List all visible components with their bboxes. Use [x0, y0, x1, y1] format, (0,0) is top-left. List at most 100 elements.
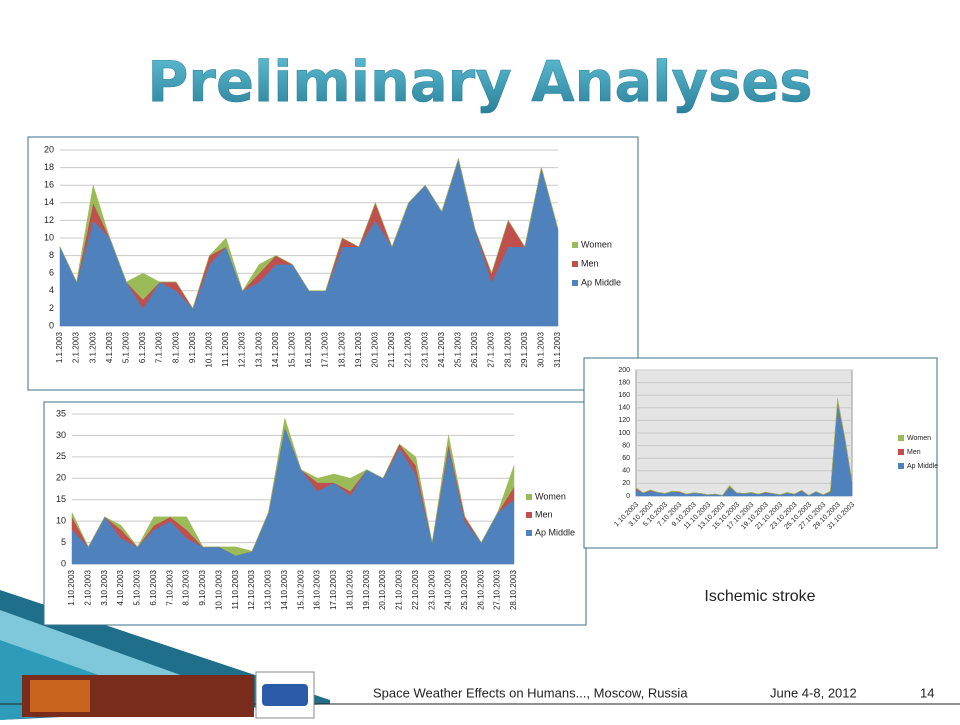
y-tick-label: 120 — [618, 417, 630, 424]
legend-swatch — [572, 280, 578, 286]
x-tick-label: 31.1.2003 — [553, 331, 562, 367]
x-tick-label: 22.10.2003 — [411, 569, 420, 610]
x-tick-label: 10.1.2003 — [205, 331, 214, 367]
legend-swatch — [898, 435, 904, 441]
x-tick-label: 11.1.2003 — [221, 331, 230, 367]
legend-label: Men — [535, 509, 553, 519]
x-tick-label: 2.10.2003 — [83, 569, 92, 605]
y-tick-label: 20 — [56, 473, 66, 483]
x-tick-label: 4.1.2003 — [105, 331, 114, 363]
y-tick-label: 12 — [44, 215, 54, 225]
page-number: 14 — [920, 685, 934, 700]
x-tick-label: 22.1.2003 — [404, 331, 413, 367]
x-tick-label: 11.10.2003 — [231, 569, 240, 609]
y-tick-label: 40 — [622, 468, 630, 475]
x-tick-label: 2.1.2003 — [72, 331, 81, 363]
x-tick-label: 4.10.2003 — [116, 569, 125, 605]
x-tick-label: 5.10.2003 — [133, 569, 142, 605]
x-tick-label: 30.1.2003 — [537, 331, 546, 367]
x-tick-label: 23.10.2003 — [427, 569, 436, 610]
y-tick-label: 0 — [626, 493, 630, 500]
x-tick-label: 19.10.2003 — [362, 569, 371, 610]
legend-swatch — [572, 261, 578, 267]
y-tick-label: 6 — [49, 268, 54, 278]
y-tick-label: 25 — [56, 451, 66, 461]
x-tick-label: 3.1.2003 — [88, 331, 97, 363]
x-tick-label: 13.10.2003 — [264, 569, 273, 610]
x-tick-label: 12.10.2003 — [247, 569, 256, 610]
y-tick-label: 15 — [56, 494, 66, 504]
legend-swatch — [526, 494, 532, 500]
x-tick-label: 7.10.2003 — [165, 569, 174, 605]
legend-label: Ap Middle — [907, 463, 938, 470]
x-tick-label: 28.1.2003 — [503, 331, 512, 367]
x-tick-label: 26.10.2003 — [476, 569, 485, 610]
legend-label: Women — [907, 435, 931, 442]
y-tick-label: 160 — [618, 392, 630, 399]
slide-title: Preliminary Analyses — [147, 50, 812, 115]
x-tick-label: 17.10.2003 — [329, 569, 338, 610]
legend-label: Ap Middle — [581, 277, 621, 287]
y-tick-label: 10 — [44, 232, 54, 242]
legend-label: Ap Middle — [535, 527, 575, 537]
x-tick-label: 6.10.2003 — [149, 569, 158, 605]
x-tick-label: 15.10.2003 — [296, 569, 305, 610]
x-tick-label: 23.1.2003 — [420, 331, 429, 367]
legend-swatch — [526, 512, 532, 518]
logo-art — [30, 680, 90, 712]
x-tick-label: 18.1.2003 — [337, 331, 346, 367]
x-tick-label: 6.1.2003 — [138, 331, 147, 363]
y-tick-label: 20 — [622, 480, 630, 487]
legend-swatch — [572, 242, 578, 248]
y-tick-label: 14 — [44, 197, 54, 207]
legend-swatch — [526, 530, 532, 536]
x-tick-label: 17.1.2003 — [321, 331, 330, 367]
x-tick-label: 1.1.2003 — [55, 331, 64, 363]
x-tick-label: 27.10.2003 — [493, 569, 502, 610]
ikit-logo-mark — [262, 684, 308, 706]
y-tick-label: 8 — [49, 250, 54, 260]
x-tick-label: 18.10.2003 — [345, 569, 354, 610]
x-tick-label: 3.10.2003 — [100, 569, 109, 605]
y-tick-label: 20 — [44, 144, 54, 154]
y-tick-label: 140 — [618, 405, 630, 412]
y-tick-label: 10 — [56, 516, 66, 526]
area — [635, 398, 853, 496]
x-tick-label: 5.1.2003 — [122, 331, 131, 363]
y-tick-label: 35 — [56, 408, 66, 418]
x-tick-label: 24.1.2003 — [437, 331, 446, 367]
y-tick-label: 0 — [61, 558, 66, 568]
x-tick-label: 25.10.2003 — [460, 569, 469, 610]
x-tick-label: 14.1.2003 — [271, 331, 280, 367]
footer-text: Space Weather Effects on Humans..., Mosc… — [373, 685, 688, 700]
legend-swatch — [898, 463, 904, 469]
x-tick-label: 16.1.2003 — [304, 331, 313, 367]
legend-label: Men — [581, 258, 599, 268]
y-tick-label: 0 — [49, 320, 54, 330]
y-tick-label: 16 — [44, 180, 54, 190]
x-tick-label: 24.10.2003 — [444, 569, 453, 610]
legend-label: Women — [535, 491, 566, 501]
x-tick-label: 21.1.2003 — [387, 331, 396, 367]
x-tick-label: 20.10.2003 — [378, 569, 387, 610]
y-tick-label: 4 — [49, 285, 54, 295]
x-tick-label: 25.1.2003 — [454, 331, 463, 367]
x-tick-label: 29.1.2003 — [520, 331, 529, 367]
area — [59, 157, 559, 309]
x-tick-label: 19.1.2003 — [354, 331, 363, 367]
x-tick-label: 8.1.2003 — [171, 331, 180, 363]
y-tick-label: 5 — [61, 537, 66, 547]
x-tick-label: 9.1.2003 — [188, 331, 197, 363]
x-tick-label: 28.10.2003 — [509, 569, 518, 610]
x-tick-label: 20.1.2003 — [371, 331, 380, 367]
y-tick-label: 2 — [49, 303, 54, 313]
y-tick-label: 18 — [44, 162, 54, 172]
footer-date: June 4-8, 2012 — [770, 685, 857, 700]
x-tick-label: 10.10.2003 — [214, 569, 223, 610]
x-tick-label: 27.1.2003 — [487, 331, 496, 367]
y-tick-label: 100 — [618, 430, 630, 437]
legend-label: Men — [907, 449, 921, 456]
y-tick-label: 60 — [622, 455, 630, 462]
